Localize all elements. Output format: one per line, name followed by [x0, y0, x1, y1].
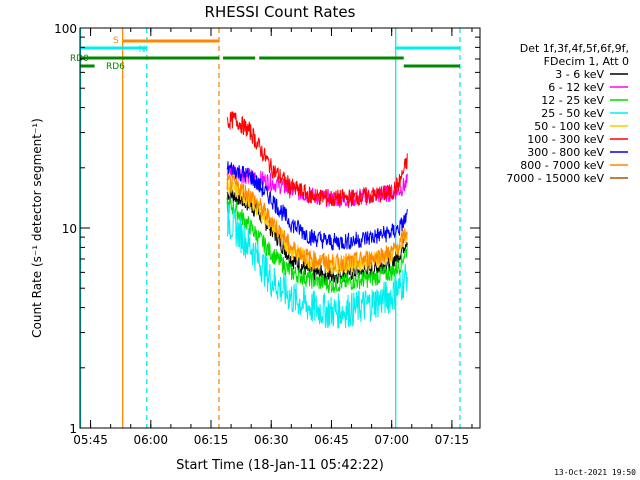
- series-line-3: [226, 204, 408, 329]
- chart-title: RHESSI Count Rates: [205, 3, 356, 21]
- state-bar-label-6: RD6: [106, 62, 125, 72]
- legend-header-line-2: FDecim 1, Att 0: [544, 55, 629, 68]
- x-tick-label-2: 06:15: [194, 433, 229, 447]
- x-tick-label-0: 05:45: [73, 433, 108, 447]
- x-tick-label-1: 06:00: [133, 433, 168, 447]
- series-line-7: [226, 173, 408, 272]
- x-tick-label-4: 06:45: [314, 433, 349, 447]
- y-tick-label-2: 100: [54, 22, 77, 36]
- y-axis-label: Count Rate (s⁻¹ detector segment⁻¹): [30, 118, 44, 338]
- legend-label-5: 100 - 300 keV: [527, 133, 604, 146]
- y-tick-label-0: 1: [69, 422, 77, 436]
- x-tick-label-5: 07:00: [374, 433, 409, 447]
- footer-timestamp: 13-Oct-2021 19:50: [554, 468, 636, 477]
- legend-label-0: 3 - 6 keV: [555, 68, 604, 81]
- series-line-2: [226, 197, 408, 294]
- legend-header-line-1: Det 1f,3f,4f,5f,6f,9f,: [520, 42, 629, 55]
- legend-label-3: 25 - 50 keV: [541, 107, 604, 120]
- axes: 05:45 06:00 06:15 06:30 06:45 07:00 07:15 1 10 10…: [54, 22, 480, 447]
- series-lines: [226, 111, 408, 329]
- legend-label-6: 300 - 800 keV: [527, 146, 604, 159]
- x-tick-label-6: 07:15: [435, 433, 470, 447]
- x-tick-label-3: 06:30: [254, 433, 289, 447]
- state-bar-label-0: S: [113, 36, 119, 46]
- y-tick-label-1: 10: [62, 222, 77, 236]
- series-line-5: [226, 111, 408, 207]
- legend-label-4: 50 - 100 keV: [534, 120, 604, 133]
- legend-label-1: 6 - 12 keV: [548, 81, 604, 94]
- legend-label-2: 12 - 25 keV: [541, 94, 604, 107]
- x-axis-label: Start Time (18-Jan-11 05:42:22): [176, 458, 384, 473]
- series-line-6: [226, 161, 408, 252]
- legend-label-7: 800 - 7000 keV: [520, 159, 604, 172]
- vertical-markers: [79, 28, 461, 428]
- legend-label-8: 7000 - 15000 keV: [506, 172, 604, 185]
- state-bar-label-1: N: [139, 45, 146, 55]
